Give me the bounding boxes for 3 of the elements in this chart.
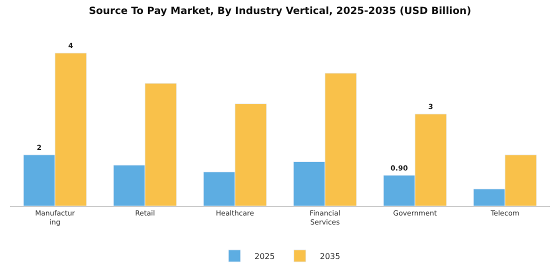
legend-label: 2025: [254, 252, 275, 262]
chart-title: Source To Pay Market, By Industry Vertical, 2025-2035 (USD Billion): [88, 6, 472, 17]
legend-label: 2035: [320, 252, 340, 262]
